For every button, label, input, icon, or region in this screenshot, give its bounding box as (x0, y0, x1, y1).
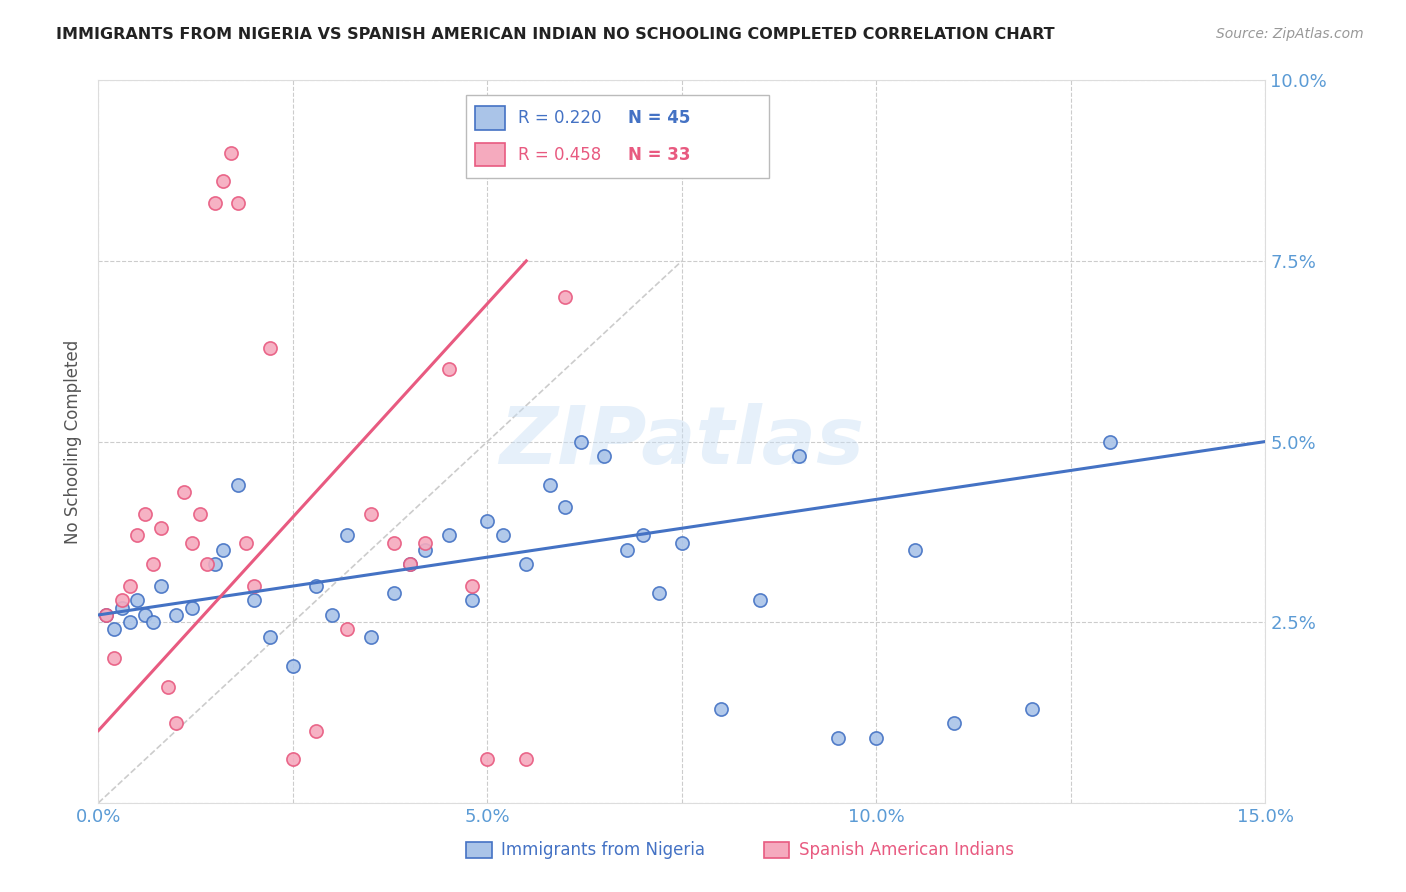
Bar (475, 143, 506, 166)
Point (204, 196, 226, 211)
Point (212, 542, 235, 557)
Point (593, 449, 616, 463)
Point (710, 702, 733, 716)
Point (204, 558, 226, 572)
Point (149, 579, 172, 593)
Point (173, 485, 195, 500)
Point (259, 341, 281, 355)
Point (103, 651, 125, 665)
Point (382, 535, 405, 549)
Point (437, 528, 460, 542)
Point (157, 680, 180, 694)
Point (538, 478, 561, 492)
Point (96, 607, 118, 622)
Point (321, 607, 343, 622)
Point (142, 615, 165, 630)
Y-axis label: No Schooling Completed: No Schooling Completed (65, 340, 83, 543)
Point (165, 607, 187, 622)
Point (461, 593, 484, 607)
Point (492, 528, 515, 542)
Point (180, 535, 202, 549)
Point (219, 145, 242, 160)
Point (134, 507, 156, 521)
Point (865, 731, 887, 745)
Point (228, 196, 250, 211)
Bar (475, 106, 506, 129)
Point (616, 542, 638, 557)
Point (827, 731, 849, 745)
Point (165, 716, 187, 731)
Point (118, 615, 141, 630)
Bar (465, 842, 492, 858)
Point (1098, 434, 1121, 449)
Point (461, 579, 484, 593)
Point (243, 579, 266, 593)
Point (554, 290, 576, 304)
Text: R = 0.458: R = 0.458 (517, 145, 600, 163)
Point (904, 542, 927, 557)
Text: Immigrants from Nigeria: Immigrants from Nigeria (501, 841, 704, 859)
Point (569, 434, 592, 449)
Point (477, 752, 499, 766)
Text: N = 33: N = 33 (628, 145, 690, 163)
Point (515, 558, 537, 572)
Point (398, 558, 420, 572)
Point (305, 579, 328, 593)
Point (671, 535, 693, 549)
Point (631, 528, 654, 542)
Point (195, 558, 218, 572)
Point (180, 600, 202, 615)
Point (243, 593, 266, 607)
Point (96, 607, 118, 622)
Point (787, 449, 810, 463)
Point (259, 630, 281, 644)
Point (281, 658, 304, 673)
Point (212, 174, 235, 188)
Text: ZIPatlas: ZIPatlas (499, 402, 865, 481)
Point (188, 507, 211, 521)
Point (360, 507, 382, 521)
Point (360, 630, 382, 644)
Point (127, 528, 149, 542)
Bar (763, 842, 789, 858)
Point (554, 500, 576, 514)
Point (111, 593, 134, 607)
Point (111, 600, 134, 615)
Text: N = 45: N = 45 (628, 109, 690, 127)
Point (413, 535, 436, 549)
Point (149, 521, 172, 535)
Point (477, 514, 499, 528)
Point (228, 478, 250, 492)
Point (437, 362, 460, 376)
Point (515, 752, 537, 766)
Text: R = 0.220: R = 0.220 (517, 109, 602, 127)
Text: IMMIGRANTS FROM NIGERIA VS SPANISH AMERICAN INDIAN NO SCHOOLING COMPLETED CORREL: IMMIGRANTS FROM NIGERIA VS SPANISH AMERI… (56, 27, 1054, 42)
Text: Spanish American Indians: Spanish American Indians (799, 841, 1014, 859)
Point (103, 623, 125, 637)
Point (127, 593, 149, 607)
Point (305, 723, 328, 738)
Point (413, 542, 436, 557)
Point (382, 586, 405, 600)
Point (336, 623, 359, 637)
Point (336, 528, 359, 542)
Point (134, 607, 156, 622)
Point (142, 558, 165, 572)
Point (235, 535, 257, 549)
Point (647, 586, 669, 600)
Point (398, 558, 420, 572)
Text: Source: ZipAtlas.com: Source: ZipAtlas.com (1216, 27, 1364, 41)
Point (1021, 702, 1043, 716)
Point (118, 579, 141, 593)
Point (748, 593, 770, 607)
Point (943, 716, 966, 731)
Point (281, 752, 304, 766)
FancyBboxPatch shape (465, 95, 769, 178)
